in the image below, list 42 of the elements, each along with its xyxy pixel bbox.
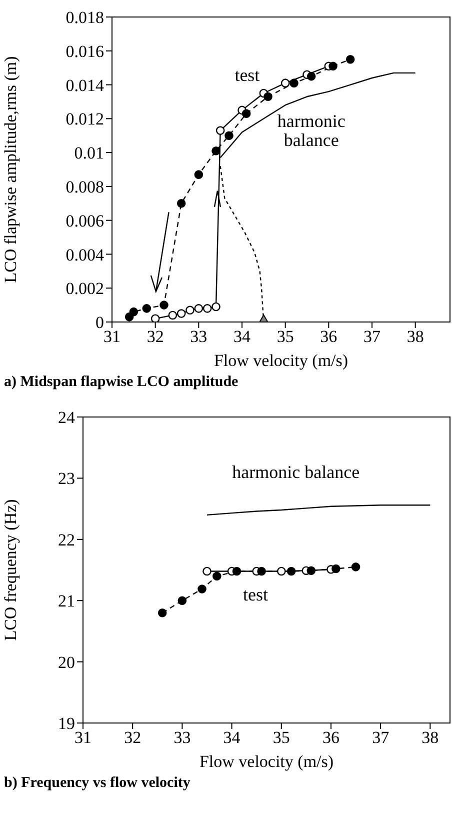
- x-tick-label: 34: [223, 728, 241, 748]
- x-tick-label: 37: [372, 728, 390, 748]
- y-tick-label: 0.008: [66, 177, 104, 196]
- y-tick-label: 0: [96, 313, 104, 332]
- x-tick-label: 32: [124, 728, 142, 748]
- text: b) Frequency vs flow velocity: [3, 775, 192, 792]
- y-tick-label: 24: [58, 408, 76, 428]
- y-tick-label: 0.014: [66, 76, 104, 95]
- x-tick-label: 32: [146, 327, 164, 346]
- annotation: test: [242, 584, 268, 605]
- y-tick-label: 22: [58, 530, 75, 550]
- y-tick-label: 0.018: [66, 8, 104, 28]
- x-tick-label: 31: [74, 728, 92, 748]
- annotation: harmonic balance: [277, 110, 346, 150]
- annotation: test: [234, 65, 260, 86]
- x-tick-label: 38: [422, 728, 439, 748]
- x-tick-label: 37: [364, 327, 381, 346]
- x-axis-title: Flow velocity (m/s): [199, 752, 334, 771]
- y-tick-label: 0.006: [66, 211, 104, 230]
- x-tick-label: 35: [272, 728, 290, 748]
- y-tick-label: 0.01: [74, 144, 104, 163]
- annotation: harmonic balance: [232, 462, 360, 482]
- y-tick-label: 23: [58, 469, 75, 488]
- x-tick-label: 34: [234, 327, 251, 346]
- y-tick-label: 21: [58, 592, 75, 611]
- y-axis-title: LCO frequency (Hz): [1, 499, 20, 641]
- y-tick-label: 0.002: [66, 279, 104, 298]
- y-tick-label: 19: [58, 714, 75, 734]
- x-tick-label: 33: [190, 327, 208, 346]
- y-tick-label: 0.016: [66, 42, 104, 61]
- y-tick-label: 0.004: [66, 245, 104, 264]
- x-tick-label: 38: [406, 327, 424, 346]
- x-tick-label: 33: [174, 728, 191, 748]
- x-tick-label: 35: [276, 327, 294, 346]
- y-tick-label: 20: [58, 652, 75, 672]
- x-axis-title: Flow velocity (m/s): [214, 351, 348, 370]
- x-tick-label: 36: [322, 728, 340, 748]
- x-tick-label: 36: [320, 327, 338, 346]
- y-axis-title: LCO flapwise amplitude,rms (m): [1, 56, 20, 283]
- text: a) Midspan flapwise LCO amplitude: [3, 374, 240, 391]
- y-tick-label: 0.012: [66, 110, 104, 129]
- x-tick-label: 31: [104, 327, 120, 346]
